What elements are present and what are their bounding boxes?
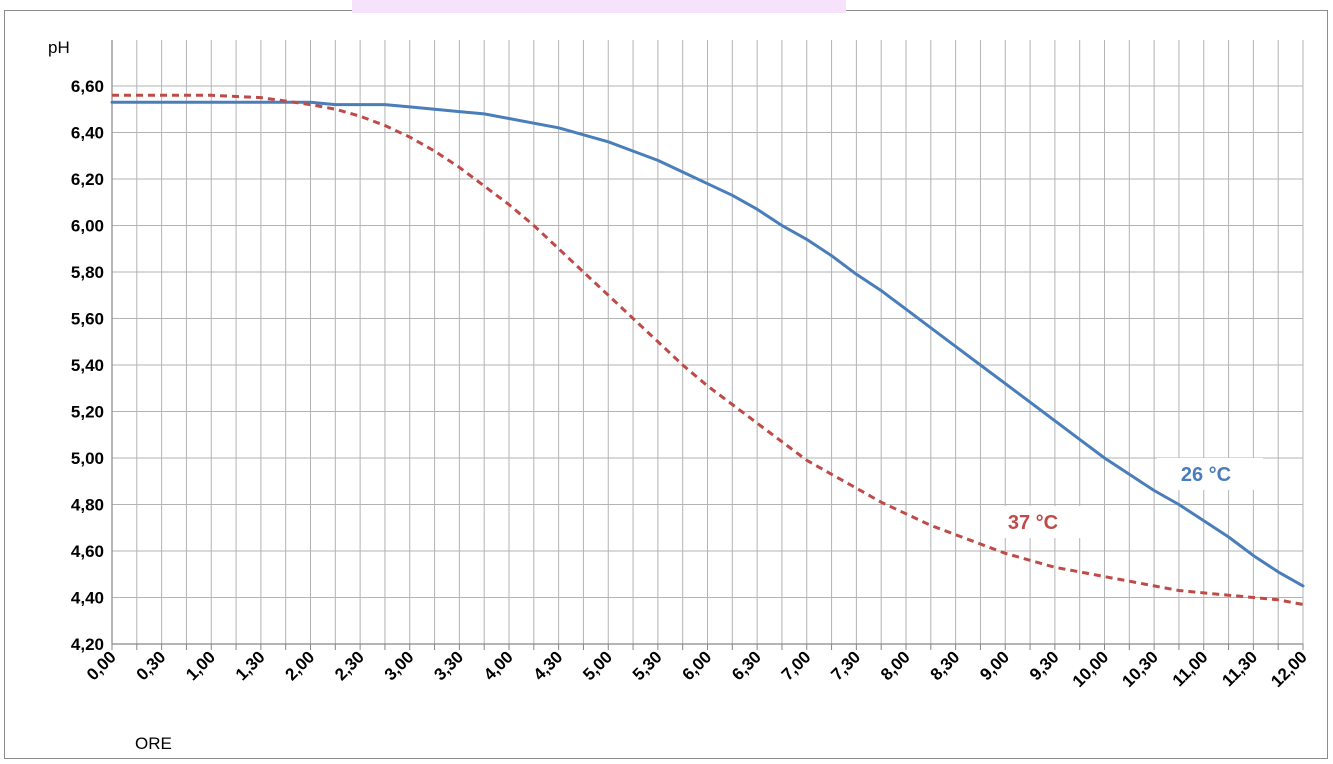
- x-tick-label: 4,30: [530, 647, 567, 684]
- x-tick-label: 10,00: [1069, 647, 1113, 691]
- y-tick-label: 5,40: [71, 356, 104, 375]
- annotation-label: 26 °C: [1181, 464, 1231, 486]
- y-tick-label: 4,80: [71, 496, 104, 515]
- x-tick-label: 12,00: [1267, 647, 1311, 691]
- x-tick-label: 6,00: [678, 647, 715, 684]
- x-tick-label: 3,00: [381, 647, 418, 684]
- y-tick-label: 6,60: [71, 77, 104, 96]
- x-tick-label: 4,00: [480, 647, 517, 684]
- x-tick-label: 6,30: [728, 647, 765, 684]
- y-tick-label: 5,20: [71, 403, 104, 422]
- chart-frame: [4, 10, 1328, 759]
- x-tick-label: 9,00: [976, 647, 1013, 684]
- x-tick-label: 10,30: [1118, 647, 1162, 691]
- annotations: 26 °C 37 °C: [984, 458, 1263, 538]
- y-tick-label: 4,40: [71, 589, 104, 608]
- y-tick-label: 5,00: [71, 449, 104, 468]
- x-tick-label: 8,00: [877, 647, 914, 684]
- series-line: [110, 100, 1305, 588]
- y-tick-label: 6,20: [71, 170, 104, 189]
- y-tick-label: 5,60: [71, 310, 104, 329]
- annotation-box: [1157, 458, 1263, 490]
- axes: [111, 40, 1304, 650]
- x-axis-label: ORE: [135, 734, 172, 753]
- y-tick-label: 5,80: [71, 263, 104, 282]
- x-tick-label: 8,30: [927, 647, 964, 684]
- y-tick-labels: 4,20 4,40 4,60 4,80 5,00 5,20 5,40 5,60 5,80 6,00…: [71, 77, 104, 654]
- x-tick-label: 9,30: [1026, 647, 1063, 684]
- x-tick-label: 5,00: [579, 647, 616, 684]
- x-tick-label: 7,30: [827, 647, 864, 684]
- y-tick-label: 4,60: [71, 542, 104, 561]
- x-tick-label: 1,00: [182, 647, 219, 684]
- y-tick-label: 4,20: [71, 635, 104, 654]
- x-tick-label: 2,00: [281, 647, 318, 684]
- x-tick-labels: 0,00 0,30 1,00 1,30 2,00 2,30 3,00 3,30 4,00 4,30…: [83, 647, 1311, 691]
- annotation-label: 37 °C: [1008, 512, 1058, 534]
- top-band: [352, 0, 846, 13]
- x-tick-label: 1,30: [232, 647, 269, 684]
- gridlines: [111, 40, 1304, 645]
- series-line: [112, 93, 1304, 606]
- x-tick-label: 2,30: [331, 647, 368, 684]
- series-lines: [110, 93, 1305, 606]
- x-tick-label: 11,30: [1218, 647, 1261, 690]
- x-tick-label: 7,00: [778, 647, 815, 684]
- x-tick-label: 11,00: [1169, 647, 1212, 690]
- y-tick-label: 6,40: [71, 124, 104, 143]
- x-tick-label: 5,30: [629, 647, 666, 684]
- x-tick-label: 0,30: [133, 647, 170, 684]
- y-axis-label: pH: [48, 38, 70, 57]
- x-tick-label: 3,30: [430, 647, 467, 684]
- annotation-box: [984, 506, 1090, 538]
- y-tick-label: 6,00: [71, 217, 104, 236]
